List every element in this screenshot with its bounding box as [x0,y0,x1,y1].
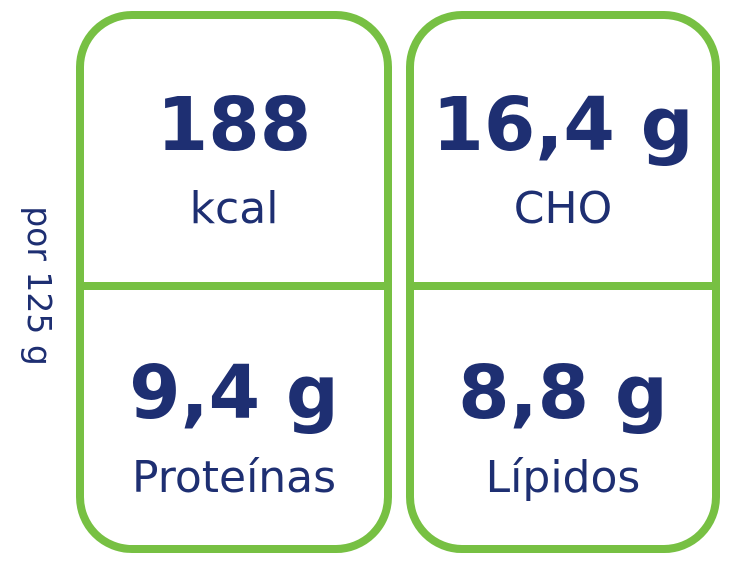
nutrient-value: 9,4 g [129,350,339,436]
nutrient-value: 16,4 g [432,82,693,168]
nutrient-label: kcal [190,183,279,234]
nutrient-value: 188 [157,82,311,168]
nutrient-label: Lípidos [486,452,641,503]
nutrient-label: CHO [514,183,612,234]
nutrient-value: 8,8 g [458,350,668,436]
nutrient-label: Proteínas [132,452,336,503]
serving-label: por 125 g [20,206,59,366]
